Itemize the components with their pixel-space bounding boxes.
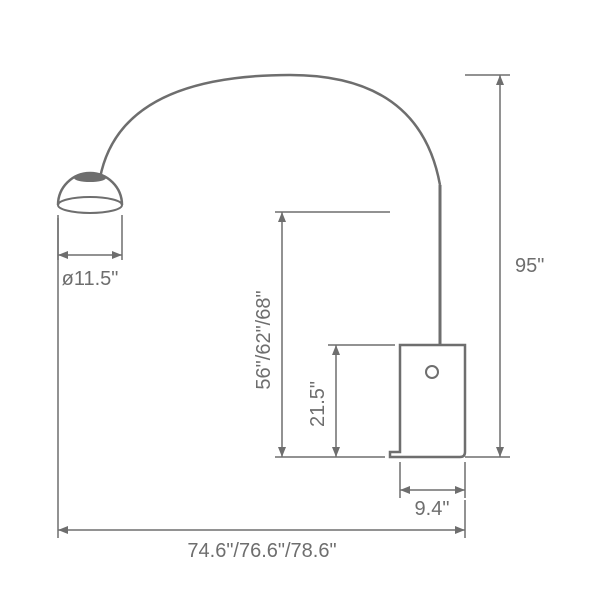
lamp-shade	[58, 173, 122, 213]
lamp-dimension-diagram: ø11.5" 95" 56"/62"/68" 21.5" 9.4"	[0, 0, 600, 600]
dim-total-height: 95"	[465, 75, 544, 457]
dim-shade-diameter: ø11.5"	[58, 215, 122, 290]
label-shade-diameter: ø11.5"	[62, 268, 119, 290]
label-total-width: 74.6"/76.6"/78.6"	[187, 540, 336, 562]
label-base-width: 9.4"	[415, 498, 450, 520]
dim-base-width: 9.4"	[400, 462, 465, 520]
label-total-height: 95"	[515, 255, 544, 277]
lamp-arc	[100, 75, 440, 185]
label-base-height: 21.5"	[307, 381, 329, 427]
lamp-base	[390, 345, 465, 457]
dim-base-height: 21.5"	[275, 345, 395, 457]
label-arm-height: 56"/62"/68"	[253, 290, 275, 389]
